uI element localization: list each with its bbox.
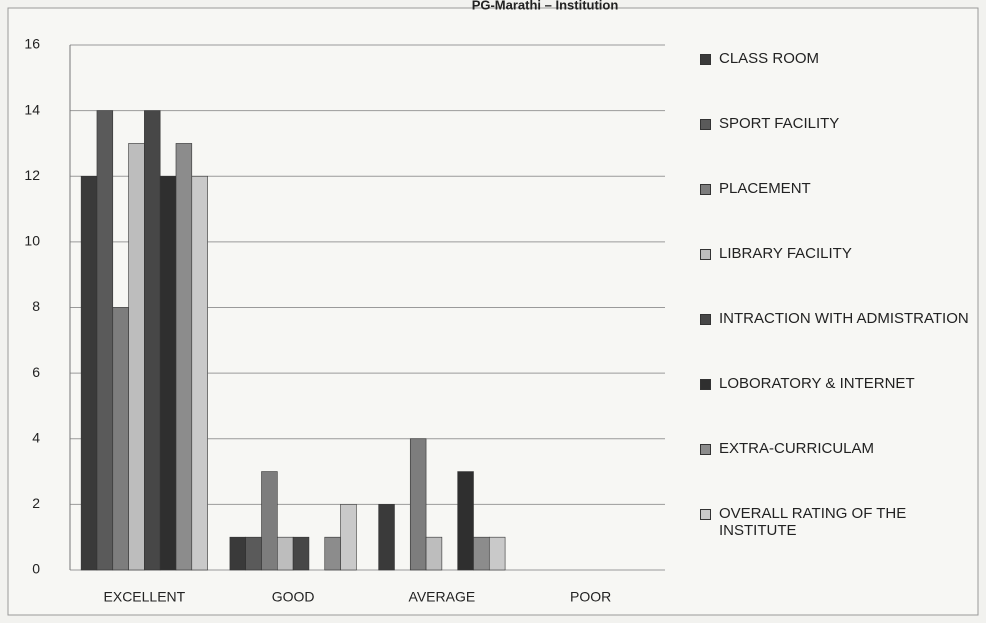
legend-item: EXTRA-CURRICULAM [700,440,970,457]
bar [261,471,278,571]
legend-label: SPORT FACILITY [719,115,840,132]
legend-swatch [700,444,711,455]
legend-swatch [700,249,711,260]
legend-item: SPORT FACILITY [700,115,970,132]
legend-label: LIBRARY FACILITY [719,245,852,262]
legend-item: PLACEMENT [700,180,970,197]
bar [340,504,357,571]
bar [245,536,262,571]
legend-swatch [700,119,711,130]
legend-swatch [700,314,711,325]
y-tick-label: 8 [32,298,40,314]
bar [175,143,193,571]
bar [488,536,506,571]
bar [292,536,310,571]
y-tick-label: 14 [24,101,40,117]
x-tick-label: GOOD [272,589,315,605]
x-tick-label: POOR [570,589,611,605]
bar [425,536,443,571]
bar [457,471,474,571]
bar [473,536,490,571]
legend-label: OVERALL RATING OF THE INSTITUTE [719,505,907,539]
y-tick-label: 6 [32,364,40,380]
y-tick-label: 4 [32,429,40,445]
x-tick-label: EXCELLENT [104,589,186,605]
bar [112,307,129,571]
legend-label: INTRACTION WITH ADMISTRATION [719,310,969,327]
bar [409,438,427,571]
y-tick-label: 16 [24,36,40,52]
bar [191,175,208,571]
legend-label: PLACEMENT [719,180,811,197]
legend-swatch [700,54,711,65]
legend-swatch [700,184,711,195]
bar [80,175,98,571]
bar [378,504,395,571]
bar [96,110,114,571]
legend-item: CLASS ROOM [700,50,970,67]
y-tick-label: 12 [24,167,40,183]
legend-item: INTRACTION WITH ADMISTRATION [700,310,970,327]
chart-title: PG-Marathi – Institution [472,0,619,12]
legend-swatch [700,509,711,520]
legend-item: LIBRARY FACILITY [700,245,970,262]
y-tick-label: 0 [32,561,40,577]
legend-label: EXTRA-CURRICULAM [719,440,875,457]
y-tick-label: 10 [24,233,40,249]
bar [324,536,341,571]
y-tick-label: 2 [32,495,40,511]
legend-item: OVERALL RATING OF THE INSTITUTE [700,505,970,539]
legend-label: LOBORATORY & INTERNET [719,375,915,392]
legend-swatch [700,379,711,390]
x-tick-label: AVERAGE [409,589,476,605]
bar [277,536,294,571]
bar [159,175,177,571]
bar [128,143,145,571]
bar [144,110,161,571]
legend-item: LOBORATORY & INTERNET [700,375,970,392]
legend-label: CLASS ROOM [719,50,820,67]
bar [229,536,247,571]
